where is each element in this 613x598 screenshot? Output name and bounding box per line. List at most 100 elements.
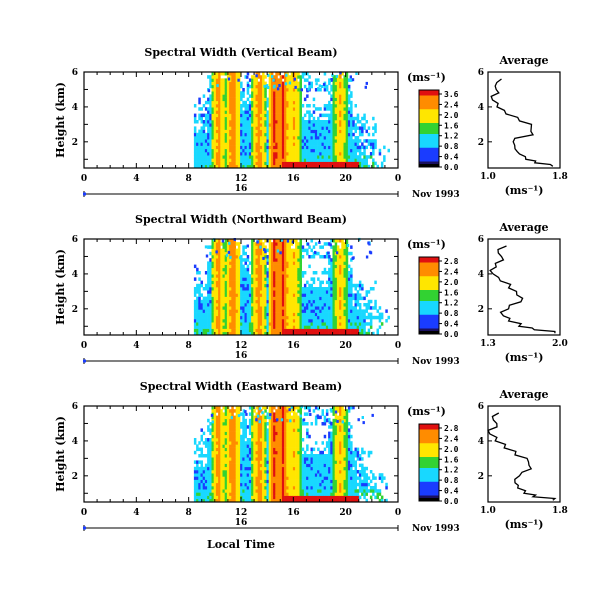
y-tick-label: 2 bbox=[72, 472, 78, 482]
colorbar-tick-label: 2.4 bbox=[444, 100, 459, 109]
x-tick-label: 8 bbox=[186, 174, 192, 184]
average-profile: Average 2 4 6 1.3 2.0 (ms⁻¹) bbox=[478, 221, 568, 364]
panel-title: Spectral Width (Eastward Beam) bbox=[140, 380, 342, 393]
x-tick-label: 12 bbox=[235, 341, 248, 351]
colorbar-tick-label: 2.4 bbox=[444, 434, 459, 443]
y-axis-label: Height (km) bbox=[54, 249, 67, 325]
average-y-tick: 2 bbox=[478, 138, 484, 148]
average-y-tick: 4 bbox=[478, 270, 484, 280]
x-tick-label: 20 bbox=[339, 174, 352, 184]
y-axis: 2 4 6 bbox=[72, 235, 398, 327]
y-tick-label: 2 bbox=[72, 305, 78, 315]
colorbar-tick-label: 0.0 bbox=[444, 330, 459, 339]
y-tick-label: 4 bbox=[72, 270, 78, 280]
average-y-tick: 2 bbox=[478, 472, 484, 482]
colorbar-tick-label: 2.8 bbox=[444, 424, 459, 433]
colorbar-tick-label: 2.0 bbox=[444, 278, 459, 287]
colorbar-unit: (ms⁻¹) bbox=[407, 238, 446, 251]
day-label: 16 bbox=[235, 184, 248, 194]
x-tick-label: 0 bbox=[81, 174, 87, 184]
average-profile: Average 2 4 6 1.0 1.8 (ms⁻¹) bbox=[478, 388, 568, 531]
x-tick-label: 4 bbox=[133, 341, 139, 351]
x-axis: 0 4 8 12 16 20 0 bbox=[81, 239, 401, 351]
average-y-tick: 6 bbox=[478, 68, 484, 78]
y-tick-label: 4 bbox=[72, 437, 78, 447]
x-tick-label: 0 bbox=[395, 341, 401, 351]
average-line bbox=[489, 245, 556, 334]
colorbar-tick-label: 2.4 bbox=[444, 267, 459, 276]
heatmap-cells bbox=[193, 405, 388, 503]
panel-1: Spectral Width (Vertical Beam)0 4 8 12 16 20 0… bbox=[54, 46, 568, 200]
colorbar-tick-label: 1.2 bbox=[444, 466, 459, 475]
colorbar-tick-label: 0.4 bbox=[444, 153, 459, 162]
average-frame bbox=[487, 238, 561, 336]
colorbar-tick-label: 0.4 bbox=[444, 487, 459, 496]
date-label: Nov 1993 bbox=[412, 524, 460, 534]
average-line bbox=[490, 78, 554, 167]
x-tick-label: 8 bbox=[186, 341, 192, 351]
x-tick-label: 0 bbox=[81, 508, 87, 518]
average-x-tick: 1.0 bbox=[480, 506, 496, 516]
colorbar: (ms⁻¹) 2.82.4 2.01.6 1.20.8 0.40.0 bbox=[407, 238, 459, 339]
x-tick-label: 12 bbox=[235, 508, 248, 518]
colorbar-tick-label: 0.8 bbox=[444, 309, 459, 318]
day-bar: 16 bbox=[83, 184, 399, 197]
x-axis: 0 4 8 12 16 20 0 bbox=[81, 72, 401, 184]
heatmap-cells bbox=[193, 237, 390, 336]
x-tick-label: 20 bbox=[339, 508, 352, 518]
colorbar: (ms⁻¹) 2.82.4 2.01.6 1.20.8 0.40.0 bbox=[407, 405, 459, 506]
average-x-tick: 1.3 bbox=[480, 339, 496, 349]
average-y-tick: 4 bbox=[478, 437, 484, 447]
colorbar-tick-label: 1.6 bbox=[444, 121, 459, 130]
average-x-tick: 1.8 bbox=[552, 172, 568, 182]
x-tick-label: 16 bbox=[287, 341, 300, 351]
y-axis: 2 4 6 bbox=[72, 402, 398, 494]
x-tick-label: 0 bbox=[395, 174, 401, 184]
average-y-tick: 4 bbox=[478, 103, 484, 113]
x-tick-label: 0 bbox=[395, 508, 401, 518]
panel-title: Spectral Width (Northward Beam) bbox=[135, 213, 347, 226]
x-axis-label: Local Time bbox=[207, 538, 275, 551]
average-y-tick: 2 bbox=[478, 305, 484, 315]
y-axis-label: Height (km) bbox=[54, 416, 67, 492]
panel-2: Spectral Width (Northward Beam)0 4 8 12 16 20… bbox=[54, 213, 568, 367]
colorbar-tick-label: 0.0 bbox=[444, 497, 459, 506]
average-x-label: (ms⁻¹) bbox=[505, 351, 544, 364]
day-bar: 16 bbox=[83, 518, 399, 531]
x-axis: 0 4 8 12 16 20 0 bbox=[81, 406, 401, 518]
colorbar-tick-label: 0.8 bbox=[444, 142, 459, 151]
average-title: Average bbox=[498, 388, 548, 401]
x-tick-label: 20 bbox=[339, 341, 352, 351]
panel-title: Spectral Width (Vertical Beam) bbox=[144, 46, 337, 59]
colorbar-tick-label: 1.6 bbox=[444, 455, 459, 464]
average-title: Average bbox=[498, 221, 548, 234]
average-x-tick: 1.0 bbox=[480, 172, 496, 182]
colorbar-tick-label: 0.4 bbox=[444, 320, 459, 329]
colorbar-tick-label: 0.0 bbox=[444, 163, 459, 172]
day-label: 16 bbox=[235, 351, 248, 361]
y-tick-label: 6 bbox=[72, 402, 78, 412]
average-x-tick: 2.0 bbox=[552, 339, 568, 349]
y-tick-label: 4 bbox=[72, 103, 78, 113]
colorbar-tick-label: 0.8 bbox=[444, 476, 459, 485]
y-axis: 2 4 6 bbox=[72, 68, 398, 160]
colorbar-tick-label: 2.0 bbox=[444, 111, 459, 120]
x-tick-label: 8 bbox=[186, 508, 192, 518]
y-tick-label: 2 bbox=[72, 138, 78, 148]
panel-3: Spectral Width (Eastward Beam)0 4 8 12 16 20 0… bbox=[54, 380, 568, 534]
x-tick-label: 12 bbox=[235, 174, 248, 184]
average-frame bbox=[487, 405, 561, 503]
colorbar-tick-label: 3.6 bbox=[444, 90, 459, 99]
colorbar-unit: (ms⁻¹) bbox=[407, 405, 446, 418]
average-profile: Average 2 4 6 1.0 1.8 (ms⁻¹) bbox=[478, 54, 568, 197]
colorbar-tick-label: 1.2 bbox=[444, 132, 459, 141]
colorbar-tick-label: 1.6 bbox=[444, 288, 459, 297]
average-frame bbox=[487, 71, 561, 169]
date-label: Nov 1993 bbox=[412, 357, 460, 367]
average-y-tick: 6 bbox=[478, 402, 484, 412]
x-tick-label: 16 bbox=[287, 508, 300, 518]
y-tick-label: 6 bbox=[72, 235, 78, 245]
heatmap-cells bbox=[193, 71, 390, 169]
x-tick-label: 4 bbox=[133, 174, 139, 184]
